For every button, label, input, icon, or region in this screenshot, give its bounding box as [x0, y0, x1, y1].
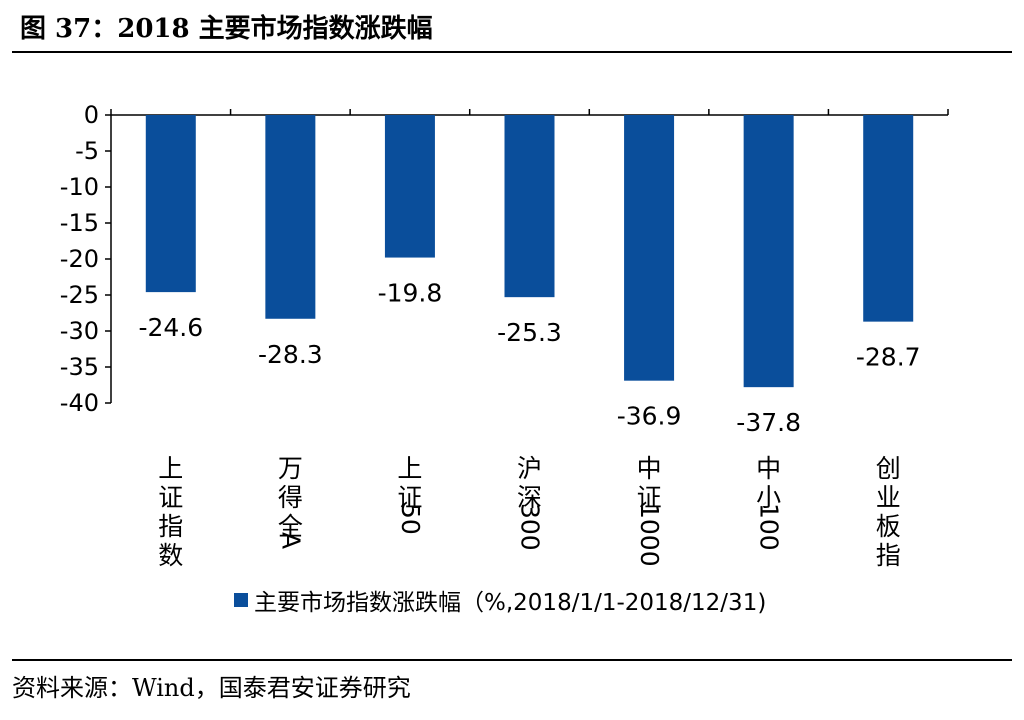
svg-text:上: 上 [158, 454, 183, 483]
top-rule [12, 51, 1012, 53]
svg-text:创: 创 [876, 454, 901, 483]
svg-text:1000: 1000 [635, 503, 664, 567]
bar [504, 115, 555, 298]
y-tick-label: -10 [60, 173, 99, 201]
svg-text:沪: 沪 [517, 454, 542, 483]
bar [265, 115, 316, 319]
data-label: -37.8 [736, 408, 801, 437]
svg-text:指: 指 [876, 541, 901, 570]
bar [743, 115, 794, 388]
svg-text:A: A [276, 532, 305, 549]
svg-text:得: 得 [278, 483, 303, 512]
bottom-rule [12, 659, 1012, 661]
svg-text:指: 指 [158, 512, 183, 541]
source-note: 资料来源：Wind，国泰君安证券研究 [12, 674, 411, 702]
y-tick-label: -30 [60, 317, 99, 345]
svg-text:证: 证 [397, 483, 422, 512]
svg-text:业: 业 [876, 483, 901, 512]
svg-text:证: 证 [637, 483, 662, 512]
svg-text:100: 100 [755, 503, 784, 551]
svg-text:中: 中 [756, 454, 781, 483]
y-tick-label: -5 [75, 137, 99, 165]
svg-text:全: 全 [278, 512, 303, 541]
svg-text:深: 深 [517, 483, 542, 512]
svg-text:上: 上 [397, 454, 422, 483]
y-tick-label: -20 [60, 245, 99, 273]
y-tick-label: -15 [60, 209, 99, 237]
data-label: -25.3 [497, 318, 562, 347]
svg-text:50: 50 [396, 503, 425, 535]
svg-text:证: 证 [158, 483, 183, 512]
data-label: -19.8 [378, 279, 443, 308]
svg-text:数: 数 [158, 541, 183, 570]
bar-chart: 0-5-10-15-20-25-30-35-40-24.6上证指数-28.3万得… [60, 101, 949, 570]
y-tick-label: -25 [60, 281, 99, 309]
bar [863, 115, 914, 322]
legend-swatch [234, 593, 248, 607]
svg-text:小: 小 [756, 483, 781, 512]
bar [384, 115, 435, 258]
data-label: -24.6 [138, 313, 203, 342]
data-label: -28.7 [856, 343, 921, 372]
y-tick-label: -35 [60, 353, 99, 381]
svg-text:板: 板 [876, 512, 901, 541]
bar [145, 115, 196, 293]
figure-title: 图 37：2018 主要市场指数涨跌幅 [20, 14, 433, 44]
legend: 主要市场指数涨跌幅（%,2018/1/1-2018/12/31) [234, 586, 767, 616]
legend-label: 主要市场指数涨跌幅（%,2018/1/1-2018/12/31) [254, 590, 767, 616]
bar [624, 115, 675, 381]
svg-text:万: 万 [278, 454, 303, 483]
data-label: -28.3 [258, 340, 323, 369]
svg-text:中: 中 [637, 454, 662, 483]
data-label: -36.9 [617, 402, 682, 431]
y-tick-label: -40 [60, 389, 99, 417]
svg-text:300: 300 [516, 503, 545, 551]
y-tick-label: 0 [84, 101, 99, 129]
